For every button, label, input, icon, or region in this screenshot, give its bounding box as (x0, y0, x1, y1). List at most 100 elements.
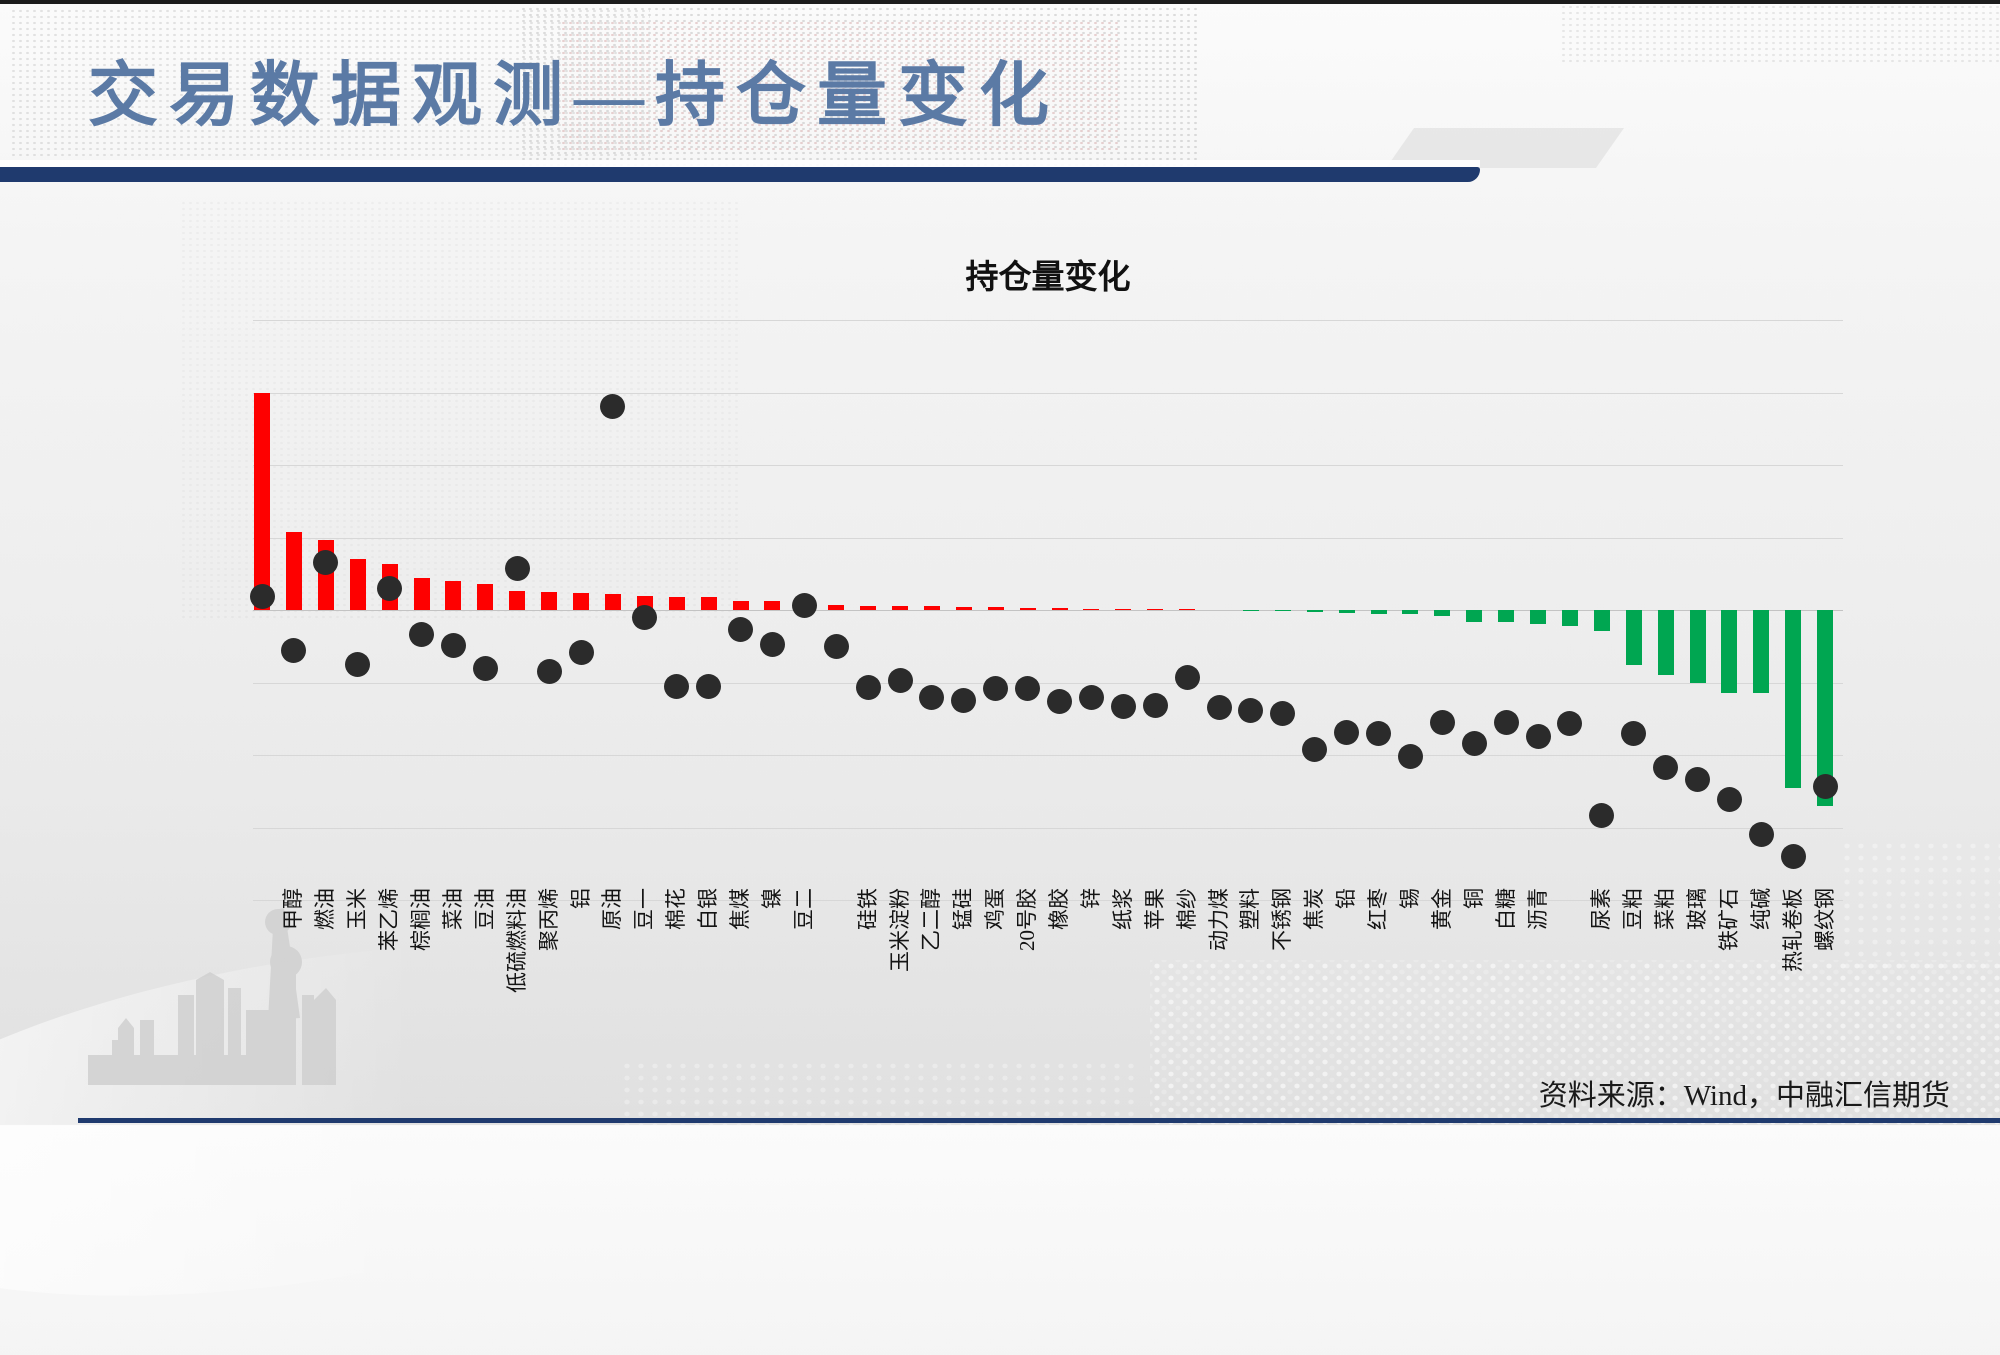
scatter-dot-玻璃 (1685, 767, 1710, 793)
slide-title: 交易数据观测—持仓量变化 (88, 58, 1060, 135)
category-label-锰硅: 锰硅 (951, 888, 976, 930)
scatter-dot-铁矿石 (1716, 786, 1742, 812)
bar-铅 (1338, 610, 1355, 613)
category-label-聚丙烯: 聚丙烯 (536, 888, 561, 951)
scatter-dot-白银 (696, 673, 722, 699)
bar-铜 (1466, 610, 1483, 622)
bar-纯碱 (1753, 610, 1770, 694)
scatter-dot-豆油 (472, 655, 498, 681)
y-gridline (253, 755, 1843, 756)
bar-玻璃 (1689, 610, 1706, 684)
scatter-dot-甲醇 (281, 638, 307, 664)
bar-焦煤 (732, 600, 749, 610)
bar-红枣 (1370, 610, 1387, 614)
scatter-dot-硅铁 (855, 675, 881, 701)
category-label-焦炭: 焦炭 (1302, 888, 1327, 930)
y-gridline (253, 392, 1843, 394)
bar-豆粕 (1625, 610, 1642, 666)
bar-玉米 (349, 559, 366, 610)
scatter-dot-棉纱 (1174, 664, 1200, 690)
scatter-dot-菜油 (440, 633, 466, 659)
category-label-铝: 铝 (568, 888, 593, 909)
bar-热轧卷板 (1785, 610, 1802, 789)
bar-乙二醇 (923, 606, 940, 610)
city-skyline-silhouette (88, 908, 336, 1085)
scatter-dot-螺纹钢 (1812, 774, 1838, 800)
scatter-dot-菜粕 (1653, 754, 1679, 780)
category-label-白银: 白银 (696, 888, 721, 930)
bar-铝 (573, 593, 589, 610)
category-label-棉花: 棉花 (664, 888, 689, 930)
scatter-dot-橡胶 (1047, 688, 1072, 714)
bar-甲醇 (285, 532, 302, 610)
bar-豆油 (477, 583, 494, 610)
dot-pattern-top-right (1560, 4, 2000, 64)
category-label-棕榈油: 棕榈油 (409, 888, 433, 951)
bar-20号胶 (1019, 607, 1036, 610)
divider-highlight (0, 160, 1480, 167)
scatter-dot-镍 (759, 632, 785, 658)
bar-玉米淀粉 (892, 605, 908, 610)
scatter-dot-鸡蛋 (983, 675, 1009, 701)
scatter-dot-纸浆 (1110, 693, 1136, 719)
scatter-dot-豆二 (791, 593, 817, 619)
scatter-dot-锰硅 (951, 688, 977, 714)
top-edge-strip (0, 0, 2000, 4)
chart: 持仓量变化 甲醇 燃油 玉米 苯乙烯 棕榈油 菜油 豆油 低硫燃料油 聚丙烯铝原油 豆一 棉花 白银焦… (249, 260, 1843, 993)
chart-title: 持仓量变化 (965, 260, 1131, 296)
bar-硅铁 (860, 605, 877, 610)
category-label-菜粕: 菜粕 (1653, 888, 1678, 930)
category-label-豆油: 豆油 (472, 888, 497, 930)
scatter-dot-铝 (568, 639, 594, 665)
scatter-dot-slot42 (1557, 710, 1583, 736)
scatter-dot-燃油 (313, 549, 339, 575)
bar-锰硅 (955, 607, 972, 610)
y-gridline (253, 465, 1843, 466)
category-label-橡胶: 橡胶 (1047, 888, 1071, 930)
title-divider-bar (0, 167, 1480, 182)
category-label-纯碱: 纯碱 (1748, 888, 1773, 930)
category-label-尿素: 尿素 (1589, 888, 1614, 930)
category-label-锌: 锌 (1078, 888, 1103, 909)
dot-pattern-top-left (10, 8, 650, 158)
category-label-豆粕: 豆粕 (1621, 888, 1646, 930)
scatter-dot-红枣 (1366, 720, 1391, 746)
category-label-玻璃: 玻璃 (1685, 888, 1709, 930)
scatter-dot-slot1 (249, 583, 275, 609)
category-label-豆一: 豆一 (632, 888, 657, 930)
scatter-dot-豆粕 (1621, 720, 1647, 746)
scatter-dot-棉花 (664, 673, 690, 699)
bar-沥青 (1530, 610, 1546, 624)
category-label-白糖: 白糖 (1493, 888, 1518, 930)
scatter-dot-铜 (1461, 730, 1487, 756)
scatter-dot-slot19 (823, 634, 849, 660)
scatter-dot-聚丙烯 (536, 659, 562, 685)
bar-棉花 (668, 596, 685, 610)
bar-slot1 (254, 392, 270, 610)
category-label-铅: 铅 (1334, 888, 1359, 909)
bar-低硫燃料油 (509, 591, 526, 610)
scatter-dot-豆一 (632, 604, 658, 630)
bar-锌 (1083, 608, 1100, 610)
bar-苹果 (1147, 609, 1164, 610)
bar-焦炭 (1306, 610, 1323, 613)
bar-白银 (700, 596, 717, 610)
bar-棕榈油 (413, 578, 430, 610)
bar-黄金 (1434, 610, 1451, 616)
category-label-塑料: 塑料 (1238, 888, 1263, 930)
scatter-dot-玉米 (345, 651, 371, 677)
bar-聚丙烯 (541, 591, 558, 610)
bar-slot19 (828, 604, 845, 610)
hex-pattern-right-edge (1840, 840, 2000, 970)
hex-pattern-bottom-right-2 (1150, 960, 2000, 1125)
bottom-edge-strip (78, 1118, 2000, 1123)
scatter-dot-铅 (1334, 720, 1360, 746)
category-label-甲醇: 甲醇 (281, 888, 306, 930)
bar-锡 (1402, 610, 1419, 615)
y-gridline (253, 682, 1843, 684)
category-label-动力煤: 动力煤 (1206, 888, 1231, 951)
category-label-苹果: 苹果 (1142, 888, 1167, 930)
category-label-鸡蛋: 鸡蛋 (983, 888, 1008, 930)
category-label-纸浆: 纸浆 (1110, 888, 1135, 930)
hex-pattern-bottom-middle (620, 1060, 1140, 1125)
